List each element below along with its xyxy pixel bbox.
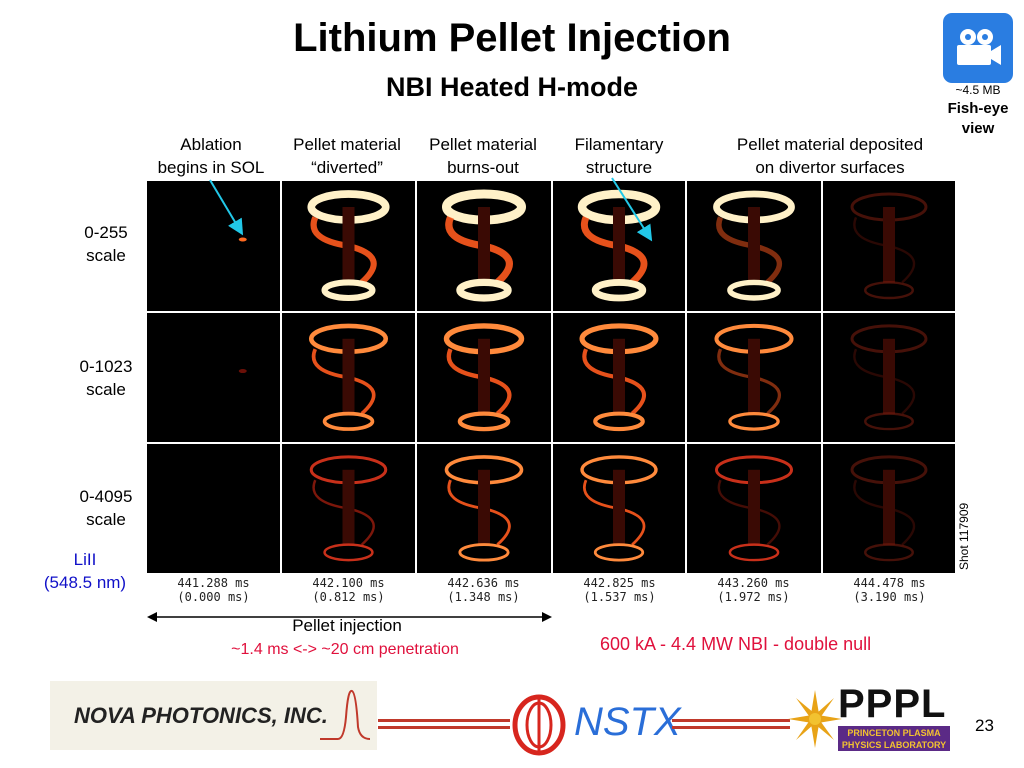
emission-line-label: LiII (548.5 nm) [30, 548, 140, 594]
frame-delta: (1.972 ms) [717, 590, 790, 604]
plasma-conditions: 600 kA - 4.4 MW NBI - double null [600, 634, 872, 654]
pppl-wordmark: PPPL [838, 682, 947, 726]
camera-frame [823, 313, 955, 442]
camera-frame [282, 444, 415, 573]
frame-timestamp: 442.100 ms (0.812 ms) [282, 576, 415, 604]
camera-frame [417, 181, 551, 311]
row-label-1: 0-255 scale [68, 221, 144, 267]
movie-camera-icon [957, 29, 1001, 65]
camera-frame-grid [147, 181, 955, 573]
column-header-3: Pellet material burns-out [416, 133, 550, 179]
camera-frame [147, 313, 280, 442]
pppl-subtitle-line: PHYSICS LABORATORY [841, 740, 947, 750]
row-label-3: 0-4095 scale [68, 485, 144, 531]
column-header-2: Pellet material “diverted” [280, 133, 414, 179]
video-caption-line1: Fish-eye [947, 100, 1009, 117]
camera-frame [147, 181, 280, 311]
page-number: 23 [975, 716, 994, 735]
video-caption-line2: view [961, 120, 995, 137]
video-caption: Fish-eye view [940, 99, 1016, 139]
camera-frame [553, 181, 685, 311]
frame-time: 441.288 ms [177, 576, 250, 590]
nstx-wordmark: NSTX [574, 700, 681, 744]
column-header-line: Pellet material deposited [736, 135, 924, 154]
camera-frame [823, 181, 955, 311]
frame-timestamp: 442.636 ms (1.348 ms) [417, 576, 550, 604]
frame-timestamp: 441.288 ms (0.000 ms) [147, 576, 280, 604]
camera-frame [147, 444, 280, 573]
column-header-line: on divertor surfaces [755, 158, 905, 177]
nova-photonics-logo: NOVA PHOTONICS, INC. [50, 681, 377, 750]
camera-frame [282, 313, 415, 442]
slide-title: Lithium Pellet Injection [293, 16, 731, 60]
row-label-line: scale [86, 380, 126, 399]
camera-frame [553, 444, 685, 573]
nstx-emblem-icon [512, 694, 566, 756]
column-header-line: Ablation [180, 135, 242, 154]
column-header-line: “diverted” [311, 158, 383, 177]
frame-time: 442.100 ms [312, 576, 385, 590]
divider-line [672, 726, 790, 729]
divider-line [378, 726, 510, 729]
frame-time: 443.260 ms [717, 576, 790, 590]
row-label-line: 0-1023 [79, 357, 133, 376]
shot-number: Shot 117909 [957, 502, 971, 570]
pppl-subtitle-line: PRINCETON PLASMA [847, 728, 941, 738]
camera-frame [687, 444, 821, 573]
divider-line [378, 719, 510, 722]
camera-frame [417, 313, 551, 442]
column-header-line: burns-out [447, 158, 519, 177]
frame-delta: (1.348 ms) [447, 590, 520, 604]
frame-timestamp: 444.478 ms (3.190 ms) [823, 576, 956, 604]
column-header-line: structure [585, 158, 653, 177]
column-header-1: Ablation begins in SOL [146, 133, 276, 179]
row-label-line: scale [86, 246, 126, 265]
row-label-line: scale [86, 510, 126, 529]
column-header-line: Pellet material [429, 135, 537, 154]
camera-frame [687, 313, 821, 442]
ablation-pointer-arrow [209, 179, 244, 236]
frame-timestamp: 442.825 ms (1.537 ms) [553, 576, 686, 604]
camera-frame [417, 444, 551, 573]
emission-label-line: (548.5 nm) [43, 573, 127, 592]
column-header-line: Filamentary [574, 135, 664, 154]
frame-delta: (0.812 ms) [312, 590, 385, 604]
video-link-button[interactable] [943, 13, 1013, 83]
pppl-sunburst-icon [788, 690, 842, 748]
pellet-injection-label: Pellet injection [292, 616, 402, 635]
video-size: ~4.5 MB [955, 83, 1001, 97]
filament-pointer-arrow [611, 177, 653, 242]
emission-label-line: LiII [73, 550, 97, 569]
camera-frame [282, 181, 415, 311]
slide-subtitle: NBI Heated H-mode [385, 72, 639, 102]
camera-frame [687, 181, 821, 311]
frame-delta: (1.537 ms) [583, 590, 656, 604]
frame-timestamp: 443.260 ms (1.972 ms) [687, 576, 820, 604]
row-label-2: 0-1023 scale [68, 355, 144, 401]
frame-time: 444.478 ms [853, 576, 926, 590]
frame-time: 442.825 ms [583, 576, 656, 590]
frame-delta: (3.190 ms) [853, 590, 926, 604]
camera-frame [553, 313, 685, 442]
camera-frame [823, 444, 955, 573]
frame-delta: (0.000 ms) [177, 590, 250, 604]
divider-line [672, 719, 790, 722]
column-header-line: begins in SOL [157, 158, 265, 177]
column-header-line: Pellet material [293, 135, 401, 154]
column-header-5: Pellet material deposited on divertor su… [700, 133, 960, 179]
frame-time: 442.636 ms [447, 576, 520, 590]
row-label-line: 0-4095 [79, 487, 133, 506]
nova-pulse-icon [320, 689, 370, 740]
pellet-injection-arrow [147, 612, 552, 622]
column-header-4: Filamentary structure [552, 133, 686, 179]
nova-photonics-wordmark: NOVA PHOTONICS, INC. [74, 703, 328, 728]
penetration-label: ~1.4 ms <-> ~20 cm penetration [231, 641, 459, 658]
row-label-line: 0-255 [84, 223, 128, 242]
pppl-subtitle-bar: PRINCETON PLASMA PHYSICS LABORATORY [838, 726, 950, 751]
